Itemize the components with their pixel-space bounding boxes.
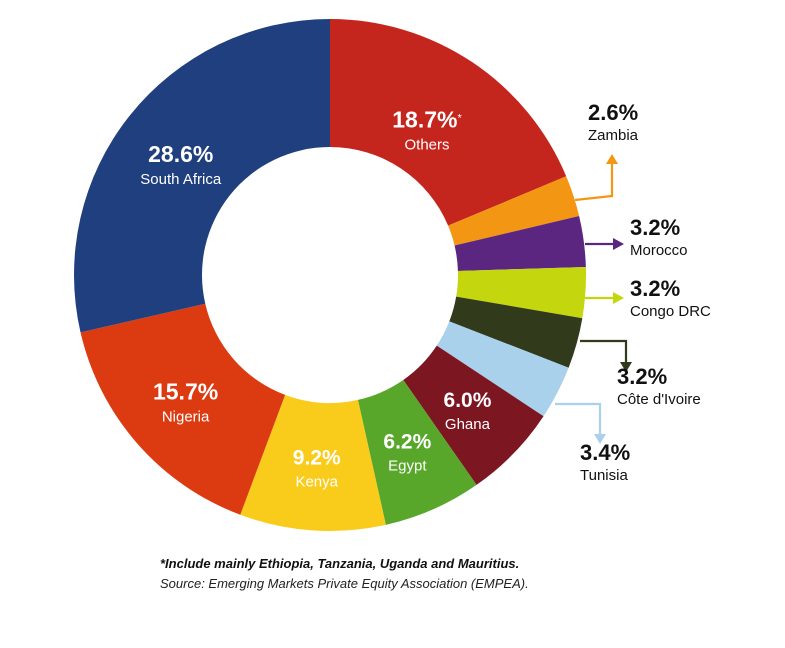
value-label-zambia: 2.6% [588,100,638,125]
slice-nigeria [80,303,286,515]
callout-arrow-tunisia [594,434,606,444]
category-label-tunisia: Tunisia [580,467,628,484]
category-label-morocco: Morocco [630,242,688,259]
slice-morocco [454,216,586,271]
value-label-kenya: 9.2% [293,447,341,470]
callout-arrow-morocco [613,238,624,250]
callout-arrow-cote-d-ivoire [620,362,632,372]
value-label-nigeria: 15.7% [153,379,218,405]
callout-line-tunisia [555,402,602,436]
value-label-ghana: 6.0% [444,389,492,412]
slice-congo-drc [456,266,586,319]
callout-line-cote-d-ivoire [580,339,628,364]
category-label-cote-d-ivoire: Côte d'Ivoire [617,391,701,408]
value-label-south-africa: 28.6% [148,141,213,167]
category-label-south-africa: South Africa [140,171,222,188]
value-label-cote-d-ivoire: 3.2% [617,364,667,389]
value-label-congo-drc: 3.2% [630,276,680,301]
category-label-nigeria: Nigeria [162,409,210,426]
value-label-egypt: 6.2% [383,431,431,454]
callout-arrow-zambia [606,154,618,164]
category-label-ghana: Ghana [445,416,491,433]
footnote-marker: * [457,112,462,124]
footnote: *Include mainly Ethiopia, Tanzania, Ugan… [160,556,520,571]
source-note: Source: Emerging Markets Private Equity … [160,576,529,591]
slice-ghana [403,345,544,485]
slice-egypt [357,379,477,525]
slice-tunisia [436,321,569,417]
value-label-others: 18.7%* [392,106,462,132]
category-label-kenya: Kenya [295,474,338,491]
slice-cote-d-ivoire [449,296,583,368]
slice-south-africa [74,19,331,333]
slice-zambia [448,176,580,246]
callout-line-zambia [574,162,614,202]
value-label-morocco: 3.2% [630,215,680,240]
category-label-congo-drc: Congo DRC [630,303,711,320]
slice-others [330,19,567,226]
category-label-zambia: Zambia [588,127,639,144]
donut-svg: 18.7%* Others 6.0% Ghana 6.2% Egypt 9.2% Kenya 1… [74,19,711,532]
callout-arrow-congo-drc [613,292,624,304]
category-label-egypt: Egypt [388,458,427,475]
category-label-others: Others [404,136,449,153]
slice-kenya [240,394,386,532]
value-label-tunisia: 3.4% [580,440,630,465]
